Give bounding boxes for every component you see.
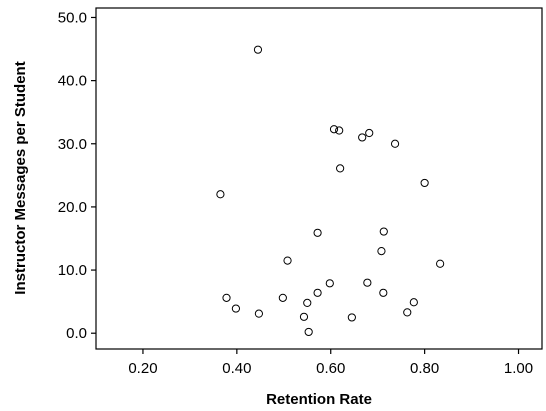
data-point (379, 288, 388, 297)
x-axis: 0.20 0.40 0.60 0.80 1.00 (128, 349, 533, 377)
y-tick-label: 30.0 (58, 136, 87, 153)
data-point (325, 279, 334, 288)
plot-area (95, 7, 543, 350)
data-point (283, 256, 292, 265)
data-point (403, 308, 412, 317)
x-tick-label: 0.80 (410, 360, 439, 377)
data-point (299, 312, 309, 321)
y-axis-title: Instructor Messages per Student (12, 61, 29, 294)
x-axis-title: Retention Rate (266, 391, 372, 408)
data-point (304, 327, 313, 337)
data-point (253, 45, 263, 54)
data-point (313, 228, 322, 237)
plot-frame (95, 7, 543, 350)
data-point (358, 133, 367, 142)
x-tick-label: 0.40 (222, 360, 251, 377)
x-tick-label: 0.20 (128, 360, 157, 377)
y-axis: 0.0 10.0 20.0 30.0 40.0 50.0 (58, 9, 96, 342)
data-point (329, 125, 339, 134)
data-point (420, 178, 429, 188)
x-tick-label: 1.00 (504, 360, 533, 377)
y-tick-label: 10.0 (58, 262, 87, 279)
data-points (216, 45, 445, 337)
data-point (377, 247, 386, 256)
data-point (222, 293, 231, 302)
data-point (254, 309, 264, 318)
data-point (409, 298, 418, 307)
y-tick-label: 40.0 (58, 73, 87, 90)
data-point (365, 128, 374, 138)
data-point (363, 278, 372, 287)
data-point (216, 190, 225, 199)
data-point (278, 293, 287, 302)
data-point (379, 227, 388, 236)
data-point (347, 313, 356, 322)
data-point (313, 288, 322, 297)
data-point (390, 139, 400, 148)
y-tick-label: 20.0 (58, 199, 87, 216)
data-point (336, 164, 345, 173)
data-point (303, 298, 312, 308)
x-tick-label: 0.60 (316, 360, 345, 377)
data-point (231, 304, 241, 313)
y-tick-label: 0.0 (66, 325, 87, 342)
data-point (335, 126, 344, 135)
data-point (436, 259, 445, 268)
y-tick-label: 50.0 (58, 9, 87, 26)
